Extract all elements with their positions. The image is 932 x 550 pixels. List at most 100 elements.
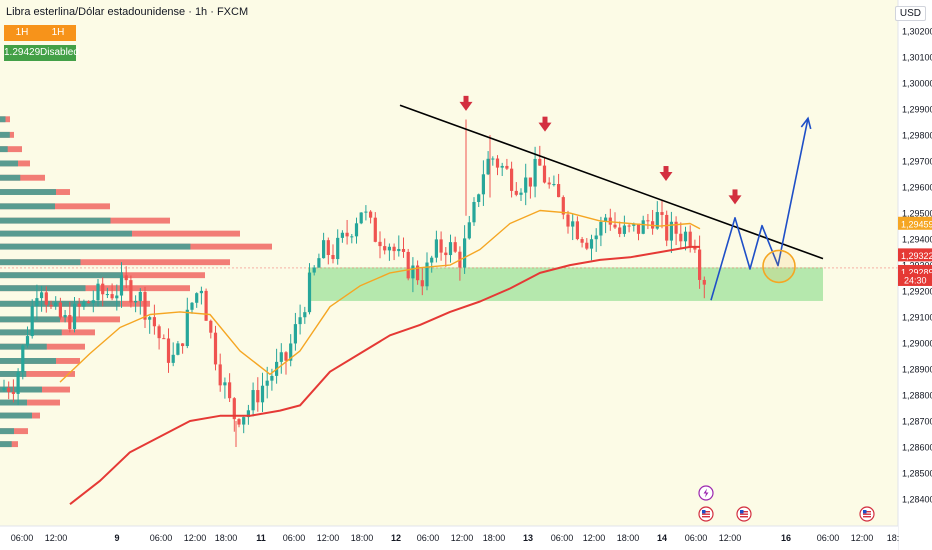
candle-body (698, 249, 702, 280)
candle-body (524, 177, 528, 193)
y-tick-label: 1,29000 (902, 339, 932, 349)
candle-body (326, 240, 330, 255)
candle-body (16, 372, 20, 394)
ma-fast-line (59, 209, 701, 383)
candle (604, 213, 608, 234)
y-tick-label: 1,28600 (902, 443, 932, 453)
candle-body (199, 290, 203, 294)
candle (557, 173, 561, 198)
candle (519, 188, 523, 202)
candle-body (213, 332, 218, 365)
candle (25, 326, 30, 348)
countdown-box (898, 273, 932, 286)
candle (486, 151, 490, 176)
candle-body (101, 283, 105, 295)
candle-body (251, 390, 255, 411)
candle-body (340, 232, 344, 238)
candle-body (364, 211, 368, 213)
candle-body (303, 312, 307, 318)
volume-profile-bar-bear (0, 259, 230, 266)
candle-body (416, 265, 420, 281)
y-tick-label: 1,28500 (902, 469, 932, 479)
y-tick-label: 1,29600 (902, 183, 932, 193)
candle (68, 301, 72, 333)
candle (213, 325, 218, 371)
candle (669, 211, 673, 253)
candle-body (378, 241, 382, 247)
y-tick-label: 1,29800 (902, 131, 932, 141)
x-tick-label: 06:00 (817, 533, 840, 543)
candle (16, 368, 20, 406)
candle-body (162, 338, 166, 340)
candle (448, 234, 453, 263)
candle (326, 237, 330, 265)
candle (157, 324, 161, 350)
candle-body (77, 303, 81, 307)
candle-body (702, 279, 706, 285)
candle (533, 146, 537, 198)
candle (594, 228, 598, 252)
candle-body (444, 252, 448, 256)
candle (495, 155, 500, 176)
candle (387, 243, 391, 261)
candle (505, 158, 509, 170)
y-tick-label: 1,28900 (902, 365, 932, 375)
candle (115, 284, 119, 311)
candle (383, 238, 387, 255)
candle (679, 222, 683, 250)
x-tick-label: 12:00 (317, 533, 340, 543)
candle-body (392, 246, 396, 252)
volume-profile-bar-bull (0, 272, 123, 279)
x-tick-label: 9 (114, 533, 119, 543)
y-tick-label: 1,28400 (902, 495, 932, 505)
candle (134, 295, 138, 313)
candle-body (354, 223, 359, 237)
candle (284, 351, 288, 375)
candle (307, 263, 312, 315)
candle (119, 262, 124, 308)
candle-body (260, 385, 265, 403)
candle (585, 238, 589, 251)
candle (293, 312, 297, 351)
candle-body (585, 242, 589, 249)
candle (491, 156, 495, 166)
currency-selector[interactable]: USD (894, 6, 926, 21)
candle (364, 205, 368, 221)
sell-arrow-icon (538, 116, 552, 132)
candle (420, 267, 424, 296)
candle-body (580, 239, 584, 243)
candle-body (613, 224, 617, 228)
candle (392, 243, 396, 261)
resistance-trendline (399, 104, 824, 260)
y-tick-label: 1,30100 (902, 53, 932, 63)
candle-body (674, 221, 678, 234)
volume-profile-bar-bull (0, 146, 8, 153)
volume-profile-bar-bull (0, 285, 86, 292)
candle (209, 319, 213, 339)
candle (627, 224, 631, 233)
candle (49, 300, 53, 309)
candle-body (44, 292, 48, 305)
candle-body (434, 239, 438, 258)
candle-body (350, 236, 354, 238)
candle-body (242, 417, 246, 425)
ma-slow-line (69, 245, 700, 505)
volume-profile-bar-bear (0, 285, 190, 292)
us-flag-icon (859, 506, 875, 522)
candle (589, 234, 594, 261)
candle-body (166, 338, 171, 363)
candle (251, 382, 255, 417)
candle-body (96, 283, 100, 301)
candle-body (632, 223, 636, 226)
candle-body (129, 280, 133, 303)
volume-profile-bar-bull (0, 386, 42, 393)
candle (129, 275, 133, 308)
x-tick-label: 12:00 (719, 533, 742, 543)
timeframe-badge-2: 1H (40, 25, 76, 41)
sell-arrow-icon (728, 189, 742, 205)
candle-body (218, 364, 222, 386)
candle-body (134, 300, 138, 303)
candle (622, 215, 626, 237)
candle (411, 257, 415, 293)
